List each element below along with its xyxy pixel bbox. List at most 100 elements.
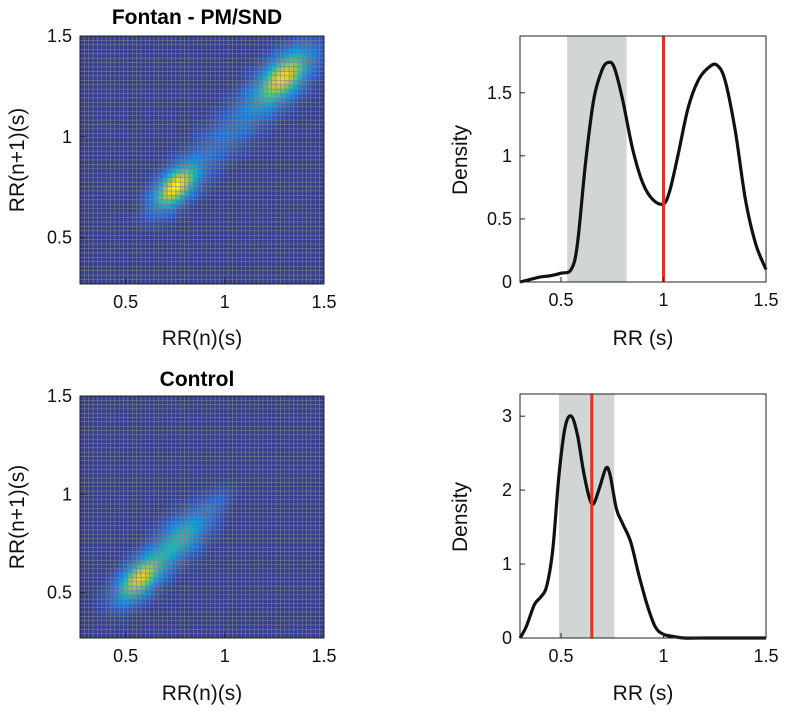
heatmap-cell xyxy=(310,190,316,196)
heatmap-cell xyxy=(275,243,281,249)
heatmap-cell xyxy=(315,146,320,152)
heatmap-cell xyxy=(236,93,242,99)
heatmap-cell xyxy=(153,477,159,483)
heatmap-cell xyxy=(249,212,255,218)
heatmap-cell xyxy=(280,230,286,236)
heatmap-cell xyxy=(123,490,129,496)
heatmap-cell xyxy=(267,97,272,103)
heatmap-cell xyxy=(114,451,120,457)
heatmap-cell xyxy=(197,464,203,470)
heatmap-cell xyxy=(179,512,185,518)
heatmap-cell xyxy=(301,208,307,214)
heatmap-cell xyxy=(101,443,107,449)
heatmap-cell xyxy=(262,111,268,116)
heatmap-cell xyxy=(258,248,264,254)
heatmap-cell xyxy=(105,417,111,423)
y-tick-label: 1 xyxy=(502,146,512,166)
heatmap-cell xyxy=(123,503,129,509)
heatmap-cell xyxy=(118,499,124,505)
heatmap-cell xyxy=(288,516,294,522)
heatmap-cell xyxy=(201,106,207,112)
heatmap-cell xyxy=(267,477,272,483)
heatmap-cell xyxy=(88,221,94,227)
heatmap-cell xyxy=(145,512,150,518)
heatmap-cell xyxy=(127,53,133,59)
heatmap-cell xyxy=(258,447,264,453)
heatmap-cell xyxy=(254,248,259,254)
heatmap-cell xyxy=(171,408,177,414)
y-tick-label: 1.5 xyxy=(487,83,512,103)
heatmap-cell xyxy=(162,150,168,156)
heatmap-cell xyxy=(88,460,94,466)
heatmap-cell xyxy=(140,128,146,134)
heatmap-cell xyxy=(232,274,238,280)
heatmap-cell xyxy=(118,35,124,41)
heatmap-cell xyxy=(114,534,120,539)
heatmap-cell xyxy=(249,84,255,90)
heatmap-cell xyxy=(88,521,94,526)
heatmap-cell xyxy=(193,195,198,201)
heatmap-cell xyxy=(267,62,272,68)
heatmap-cell xyxy=(193,426,198,431)
heatmap-cell xyxy=(84,177,89,183)
heatmap-cell xyxy=(158,486,164,492)
heatmap-cell xyxy=(227,235,233,240)
heatmap-cell xyxy=(149,53,155,59)
heatmap-cell xyxy=(145,111,150,116)
heatmap-cell xyxy=(232,404,238,410)
heatmap-cell xyxy=(271,49,277,54)
heatmap-cell xyxy=(206,408,211,414)
heatmap-cell xyxy=(201,164,207,170)
heatmap-cell xyxy=(310,49,316,54)
heatmap-cell xyxy=(145,75,150,81)
heatmap-cell xyxy=(179,80,185,85)
heatmap-cell xyxy=(79,473,85,479)
heatmap-cell xyxy=(262,417,268,423)
heatmap-cell xyxy=(219,80,225,85)
heatmap-cell xyxy=(284,119,290,125)
heatmap-cell xyxy=(175,486,181,492)
heatmap-cell xyxy=(293,66,299,72)
heatmap-cell xyxy=(201,102,207,108)
heatmap-cell xyxy=(140,534,146,539)
heatmap-cell xyxy=(254,102,259,108)
heatmap-cell xyxy=(227,199,233,205)
heatmap-cell xyxy=(79,477,85,483)
heatmap-cell xyxy=(118,495,124,500)
heatmap-cell xyxy=(184,66,190,72)
heatmap-cell xyxy=(84,40,89,46)
heatmap-cell xyxy=(123,133,129,139)
heatmap-cell xyxy=(258,119,264,125)
heatmap-cell xyxy=(219,204,225,209)
heatmap-cell xyxy=(132,186,137,192)
heatmap-cell xyxy=(262,413,268,418)
heatmap-cell xyxy=(166,279,172,285)
heatmap-cell xyxy=(280,102,286,108)
heatmap-cell xyxy=(145,438,150,444)
heatmap-cell xyxy=(227,243,233,249)
heatmap-cell xyxy=(101,426,107,431)
heatmap-cell xyxy=(188,252,194,258)
heatmap-cell xyxy=(262,35,268,41)
heatmap-cell xyxy=(158,80,164,85)
heatmap-cell xyxy=(293,408,299,414)
heatmap-cell xyxy=(214,80,220,85)
heatmap-cell xyxy=(214,150,220,156)
heatmap-cell xyxy=(201,168,207,174)
heatmap-cell xyxy=(271,443,277,449)
heatmap-cell xyxy=(193,221,198,227)
heatmap-cell xyxy=(301,173,307,178)
heatmap-cell xyxy=(92,102,98,108)
heatmap-cell xyxy=(258,199,264,205)
heatmap-cell xyxy=(162,499,168,505)
heatmap-cell xyxy=(166,71,172,77)
heatmap-cell xyxy=(84,93,89,99)
heatmap-cell xyxy=(171,261,177,267)
heatmap-cell xyxy=(267,473,272,479)
heatmap-cell xyxy=(254,529,259,535)
heatmap-cell xyxy=(301,44,307,50)
heatmap-cell xyxy=(179,137,185,143)
heatmap-cell xyxy=(301,62,307,68)
heatmap-cell xyxy=(101,451,107,457)
heatmap-cell xyxy=(171,195,177,201)
